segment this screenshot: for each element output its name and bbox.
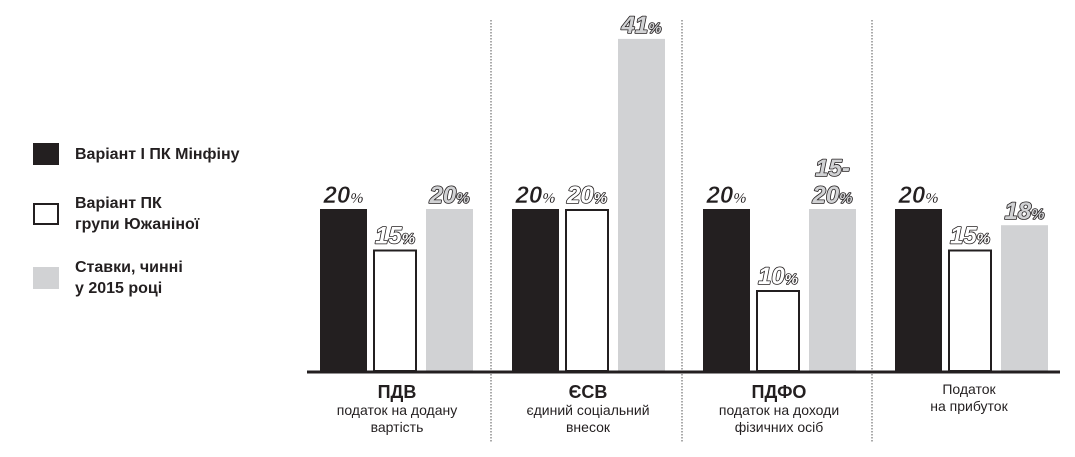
category-label: ПДВ — [378, 382, 417, 402]
category-label: ПДФО — [752, 382, 807, 402]
data-label: 20% — [428, 182, 469, 209]
data-label: 20% — [705, 182, 746, 209]
category-description: податок на додану — [337, 402, 458, 418]
legend-swatch-gray — [33, 267, 59, 289]
category-description: фізичних осіб — [735, 419, 824, 435]
bar-1-1 — [565, 209, 609, 372]
category-description: єдиний соціальний — [526, 402, 649, 418]
data-label: 15% — [375, 223, 415, 250]
bar-0-1 — [373, 249, 417, 372]
data-label: 20% — [811, 182, 852, 209]
data-label: 10% — [758, 263, 798, 290]
category-description: на прибуток — [930, 398, 1008, 414]
legend-item-yuzhanina: Варіант ПК групи Южаніної — [33, 193, 199, 235]
category-description: вартість — [371, 419, 424, 435]
bar-3-1 — [948, 249, 992, 372]
bar-2-0 — [703, 209, 750, 371]
bar-1-2 — [618, 38, 665, 372]
category-description: податок на доходи — [719, 402, 839, 418]
legend-item-minfin: Варіант І ПК Мінфіну — [33, 143, 240, 165]
bar-2-1 — [756, 290, 800, 372]
legend-label: Варіант ПК групи Южаніної — [75, 195, 200, 233]
bar-0-0 — [320, 209, 367, 371]
category-label: ЄСВ — [569, 382, 608, 402]
legend-swatch-white — [33, 203, 59, 225]
legend-item-2015: Ставки, чинні у 2015 році — [33, 257, 183, 299]
bar-3-0 — [895, 209, 942, 371]
data-label: 20% — [514, 182, 555, 209]
bar-3-2 — [1001, 225, 1048, 371]
legend-label: Варіант І ПК Мінфіну — [75, 145, 240, 163]
data-label: 15% — [950, 223, 990, 250]
legend-swatch-black — [33, 143, 59, 165]
data-label: 20% — [322, 182, 363, 209]
bar-1-0 — [512, 209, 559, 371]
data-label: 41% — [620, 12, 661, 39]
bar-2-2 — [809, 209, 856, 371]
data-label: 20% — [566, 182, 607, 209]
legend-label: Ставки, чинні у 2015 році — [75, 259, 183, 297]
data-label: 15- — [815, 155, 850, 182]
data-label: 18% — [1004, 198, 1044, 225]
category-description: Податок — [942, 381, 996, 397]
data-label: 20% — [897, 182, 938, 209]
category-description: внесок — [566, 419, 611, 435]
bar-0-2 — [426, 209, 473, 371]
